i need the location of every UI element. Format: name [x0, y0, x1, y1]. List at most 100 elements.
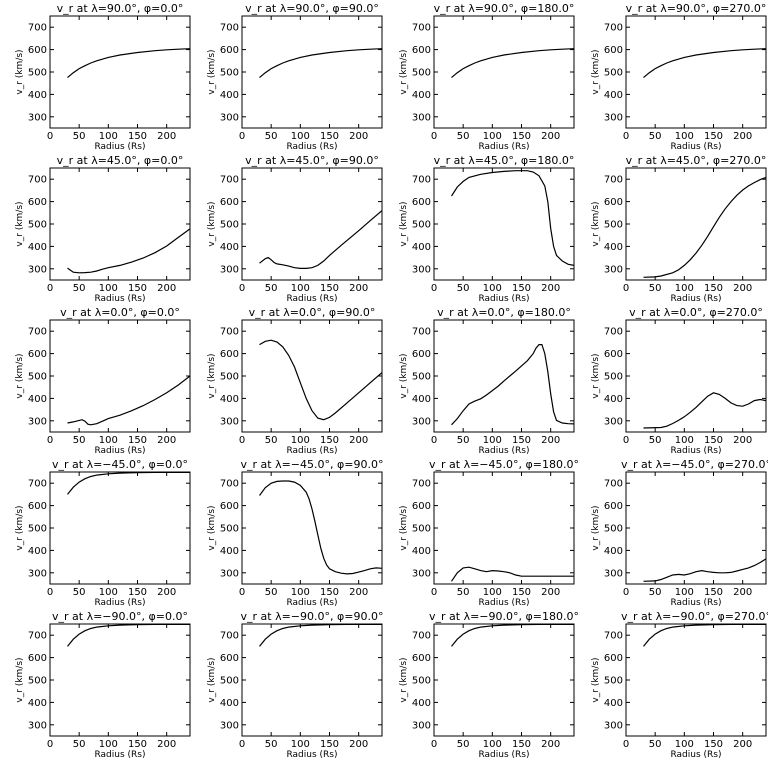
x-tick-label: 50: [265, 739, 278, 750]
panel-18: v_r at λ=−90.0°, φ=180.0° 0 50 100 150 200 300…: [399, 610, 579, 760]
y-tick-label: 500: [604, 524, 623, 535]
y-tick-label: 400: [28, 394, 47, 405]
series-line: [643, 48, 767, 79]
y-axis-label: v_r (km/s): [15, 657, 25, 702]
y-axis-label: v_r (km/s): [207, 657, 217, 702]
y-axis-label: v_r (km/s): [591, 49, 601, 94]
plot-frame: [49, 623, 191, 737]
x-tick-label: 0: [47, 587, 53, 598]
series-line: [67, 375, 191, 426]
y-tick-label: 300: [412, 264, 431, 275]
y-tick-label: 600: [28, 197, 47, 208]
y-tick-label: 700: [412, 175, 431, 186]
y-tick-label: 400: [220, 546, 239, 557]
x-tick-label: 50: [457, 739, 470, 750]
y-tick-label: 700: [412, 23, 431, 34]
y-tick-label: 400: [220, 698, 239, 709]
y-tick-label: 300: [412, 416, 431, 427]
plot-frame: [625, 15, 767, 129]
series-line: [451, 344, 575, 426]
y-tick-label: 300: [412, 720, 431, 731]
y-tick-label: 300: [604, 720, 623, 731]
panel-title: v_r at λ=−45.0°, φ=0.0°: [52, 458, 188, 471]
y-tick-label: 500: [412, 524, 431, 535]
plot-frame: [625, 623, 767, 737]
x-axis-label: Radius (Rs): [286, 750, 337, 760]
y-tick-label: 700: [220, 23, 239, 34]
series-line: [67, 228, 191, 274]
x-tick-label: 200: [541, 435, 560, 446]
y-tick-label: 600: [412, 349, 431, 360]
y-axis-label: v_r (km/s): [207, 505, 217, 550]
x-tick-label: 50: [73, 283, 86, 294]
y-tick-label: 400: [28, 242, 47, 253]
x-tick-label: 150: [704, 587, 723, 598]
x-tick-label: 0: [47, 739, 53, 750]
plot-frame: [433, 15, 575, 129]
series-line: [643, 392, 767, 429]
y-tick-label: 300: [220, 416, 239, 427]
x-tick-label: 50: [265, 131, 278, 142]
panel-title: v_r at λ=45.0°, φ=180.0°: [434, 154, 575, 167]
y-tick-label: 600: [604, 501, 623, 512]
panel-0: v_r at λ=90.0°, φ=0.0° 0 50 100 150 200 300 400…: [15, 2, 191, 152]
y-axis-label: v_r (km/s): [399, 505, 409, 550]
panel-title: v_r at λ=90.0°, φ=0.0°: [57, 2, 184, 15]
y-tick-label: 300: [412, 568, 431, 579]
x-axis-label: Radius (Rs): [670, 598, 721, 608]
y-axis-label: v_r (km/s): [399, 657, 409, 702]
y-axis-label: v_r (km/s): [591, 505, 601, 550]
y-tick-label: 300: [604, 264, 623, 275]
x-tick-label: 200: [541, 739, 560, 750]
x-axis-label: Radius (Rs): [478, 142, 529, 152]
x-tick-label: 0: [431, 283, 437, 294]
series-line: [67, 48, 191, 79]
y-tick-label: 300: [28, 264, 47, 275]
x-axis-label: Radius (Rs): [670, 142, 721, 152]
x-tick-label: 50: [265, 283, 278, 294]
panel-title: v_r at λ=90.0°, φ=90.0°: [245, 2, 379, 15]
y-axis-label: v_r (km/s): [207, 201, 217, 246]
x-tick-label: 150: [128, 739, 147, 750]
x-tick-label: 50: [265, 435, 278, 446]
x-axis-label: Radius (Rs): [94, 598, 145, 608]
x-tick-label: 150: [704, 739, 723, 750]
y-tick-label: 500: [604, 220, 623, 231]
x-tick-label: 200: [541, 587, 560, 598]
x-tick-label: 0: [623, 435, 629, 446]
x-tick-label: 100: [675, 131, 694, 142]
x-axis-label: Radius (Rs): [94, 294, 145, 304]
x-tick-label: 150: [704, 435, 723, 446]
y-tick-label: 600: [604, 197, 623, 208]
x-tick-label: 0: [431, 739, 437, 750]
plot-frame: [433, 167, 575, 281]
x-tick-label: 200: [349, 283, 368, 294]
x-tick-label: 0: [431, 435, 437, 446]
y-tick-label: 700: [412, 631, 431, 642]
y-axis-label: v_r (km/s): [15, 505, 25, 550]
plot-frame: [49, 167, 191, 281]
x-tick-label: 50: [457, 435, 470, 446]
x-tick-label: 0: [623, 587, 629, 598]
y-tick-label: 500: [220, 524, 239, 535]
series-line: [259, 480, 383, 575]
y-tick-label: 500: [28, 676, 47, 687]
plot-frame: [433, 623, 575, 737]
panel-7: v_r at λ=45.0°, φ=270.0° 0 50 100 150 200 300 4…: [591, 154, 767, 304]
panel-title: v_r at λ=−45.0°, φ=270.0°: [621, 458, 768, 471]
x-tick-label: 150: [320, 587, 339, 598]
x-tick-label: 50: [73, 587, 86, 598]
x-tick-label: 200: [349, 739, 368, 750]
panel-4: v_r at λ=45.0°, φ=0.0° 0 50 100 150 200 300 400…: [15, 154, 191, 304]
x-tick-label: 200: [157, 283, 176, 294]
x-tick-label: 100: [99, 739, 118, 750]
x-axis-label: Radius (Rs): [670, 750, 721, 760]
x-tick-label: 150: [704, 283, 723, 294]
x-tick-label: 150: [320, 131, 339, 142]
y-tick-label: 500: [28, 220, 47, 231]
y-tick-label: 700: [604, 23, 623, 34]
x-axis-label: Radius (Rs): [478, 750, 529, 760]
x-axis-label: Radius (Rs): [478, 598, 529, 608]
x-tick-label: 100: [99, 587, 118, 598]
plot-frame: [241, 319, 383, 433]
